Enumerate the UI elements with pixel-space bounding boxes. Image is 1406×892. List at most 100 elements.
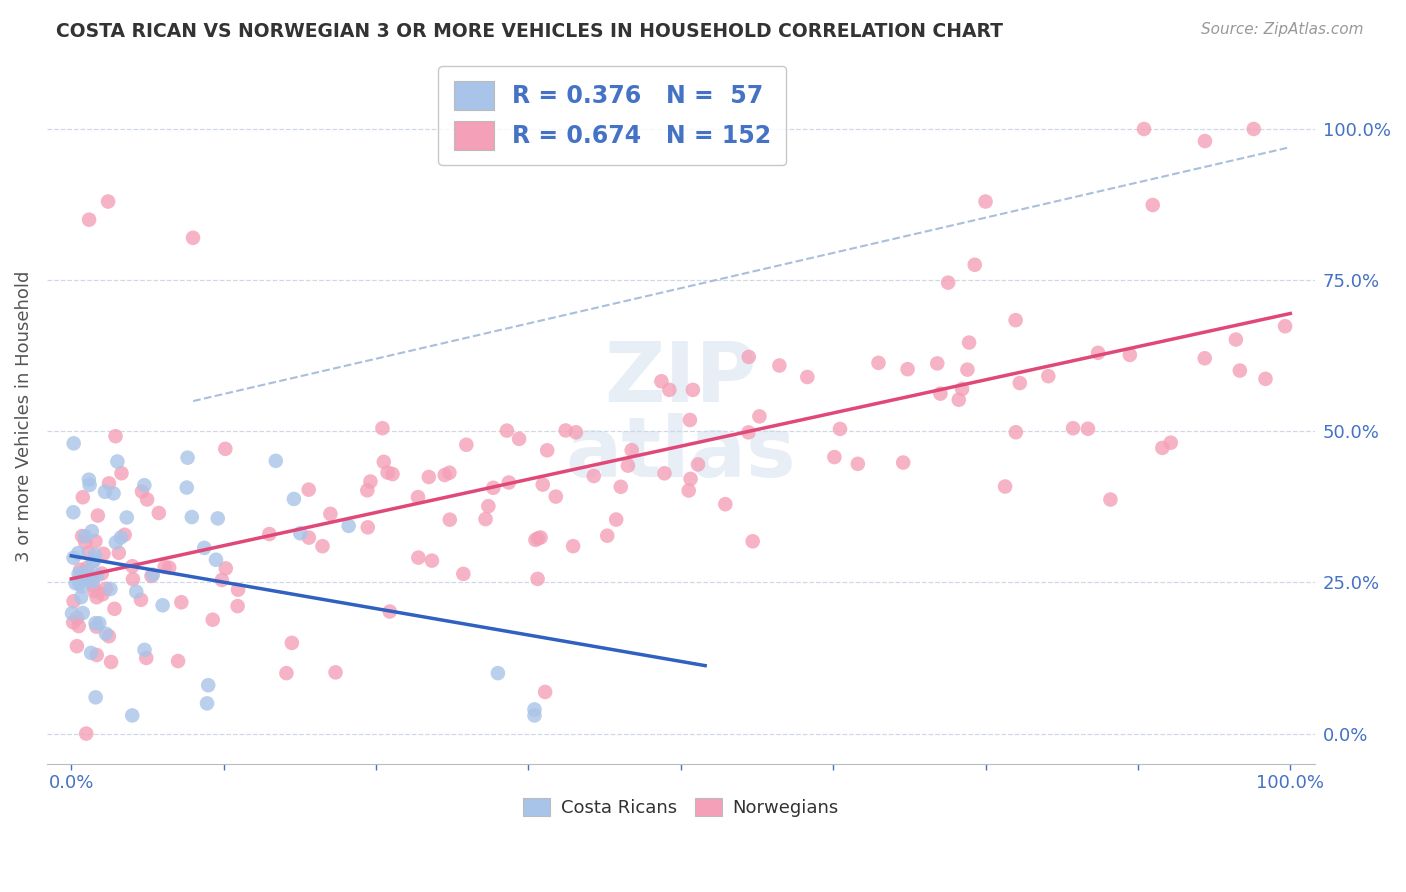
Point [534, 685, 557, 699]
Point [1077, 422, 1099, 436]
Point [768, 359, 790, 373]
Point [650, 374, 672, 388]
Point [97, 194, 120, 209]
Point [456, 438, 478, 452]
Point [135, 651, 157, 665]
Point [486, 666, 509, 681]
Point [957, 335, 980, 350]
Point [508, 432, 530, 446]
Point [682, 383, 704, 397]
Point [86, 620, 108, 634]
Point [259, 527, 281, 541]
Point [741, 534, 763, 549]
Point [86, 568, 108, 582]
Point [498, 475, 520, 490]
Point [83, 554, 105, 568]
Point [79, 570, 101, 584]
Point [86, 648, 108, 662]
Point [86, 591, 108, 605]
Point [678, 483, 700, 498]
Point [311, 539, 333, 553]
Point [679, 472, 702, 486]
Point [134, 478, 156, 492]
Point [129, 592, 152, 607]
Point [201, 613, 224, 627]
Point [974, 194, 997, 209]
Point [283, 491, 305, 506]
Point [408, 550, 430, 565]
Point [679, 413, 702, 427]
Point [1005, 425, 1028, 440]
Point [103, 486, 125, 500]
Point [337, 519, 360, 533]
Point [298, 483, 321, 497]
Point [477, 499, 499, 513]
Point [104, 429, 127, 443]
Point [298, 531, 321, 545]
Point [276, 666, 298, 681]
Point [121, 708, 143, 723]
Point [170, 595, 193, 609]
Point [226, 599, 249, 613]
Point [82, 574, 104, 589]
Point [929, 386, 952, 401]
Point [93, 547, 115, 561]
Point [84, 616, 107, 631]
Point [356, 483, 378, 498]
Point [562, 539, 585, 553]
Point [69, 568, 91, 582]
Point [72, 490, 94, 504]
Point [77, 212, 100, 227]
Point [141, 569, 163, 583]
Point [433, 468, 456, 483]
Point [654, 467, 676, 481]
Point [596, 529, 619, 543]
Point [529, 531, 551, 545]
Point [526, 572, 548, 586]
Point [90, 566, 112, 581]
Point [108, 546, 131, 560]
Point [617, 458, 640, 473]
Point [79, 478, 101, 492]
Point [1194, 351, 1216, 366]
Point [439, 466, 461, 480]
Point [527, 532, 550, 546]
Point [823, 450, 845, 464]
Point [77, 572, 100, 586]
Point [107, 454, 129, 468]
Point [1160, 435, 1182, 450]
Point [377, 466, 399, 480]
Point [97, 476, 120, 491]
Point [77, 546, 100, 560]
Point [994, 479, 1017, 493]
Point [66, 639, 89, 653]
Point [531, 477, 554, 491]
Point [420, 554, 443, 568]
Point [936, 276, 959, 290]
Point [1243, 122, 1265, 136]
Point [87, 508, 110, 523]
Point [62, 550, 84, 565]
Point [94, 484, 117, 499]
Point [439, 513, 461, 527]
Point [868, 356, 890, 370]
Point [82, 579, 104, 593]
Point [319, 507, 342, 521]
Point [582, 469, 605, 483]
Point [544, 490, 567, 504]
Point [373, 455, 395, 469]
Point [121, 559, 143, 574]
Point [110, 467, 132, 481]
Point [67, 566, 90, 581]
Point [207, 511, 229, 525]
Point [75, 529, 97, 543]
Point [658, 383, 681, 397]
Point [62, 505, 84, 519]
Point [891, 456, 914, 470]
Point [114, 528, 136, 542]
Point [157, 560, 180, 574]
Point [1194, 134, 1216, 148]
Point [65, 576, 87, 591]
Point [686, 458, 709, 472]
Point [100, 655, 122, 669]
